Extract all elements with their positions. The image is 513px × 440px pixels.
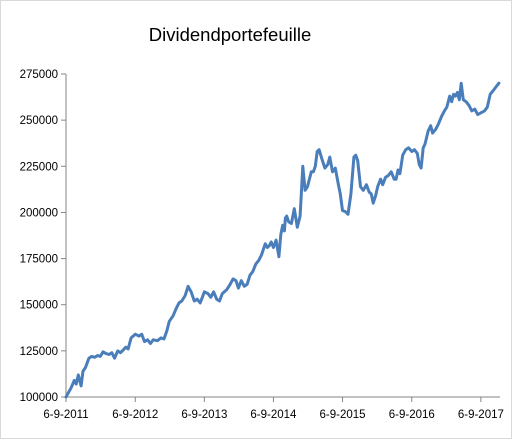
y-tick-label: 150000 [20,300,58,312]
x-tick-label: 6-9-2014 [250,409,297,421]
y-tick-label: 200000 [20,207,58,219]
x-tick-labels: 6-9-2011 6-9-2012 6-9-2013 6-9-2014 6-9-2015… [43,409,504,421]
axes [61,73,500,402]
series-line [64,81,501,399]
y-tick-label: 100000 [20,392,58,404]
x-tick-label: 6-9-2015 [320,409,366,421]
y-tick-label: 250000 [20,115,58,127]
y-tick-label: 125000 [20,346,58,358]
y-tick-label: 175000 [20,254,58,266]
x-tick-label: 6-9-2012 [112,409,158,421]
chart-title: Dividendportefeuille [148,24,312,45]
y-tick-label: 275000 [20,69,58,81]
y-tick-label: 225000 [20,161,58,173]
x-tick-label: 6-9-2017 [458,409,504,421]
y-tick-labels: 100000 125000 150000 175000 200000 225000 2500… [20,69,58,404]
x-tick-label: 6-9-2013 [181,409,227,421]
series-group [64,81,501,399]
x-tick-label: 6-9-2011 [43,409,88,421]
x-tick-label: 6-9-2016 [389,409,435,421]
